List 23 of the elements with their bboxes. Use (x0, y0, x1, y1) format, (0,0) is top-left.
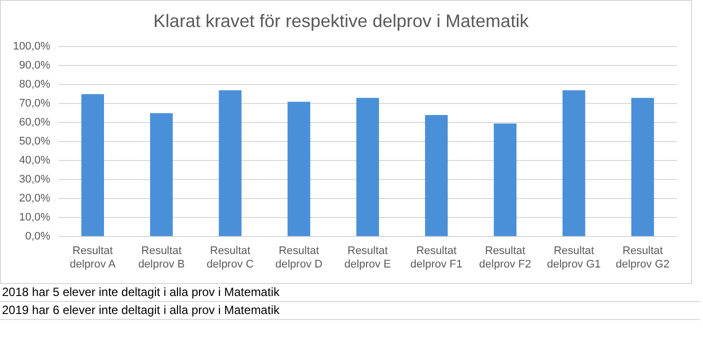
x-tick-label: Resultat delprov A (70, 245, 116, 270)
x-tick-label: Resultat delprov B (138, 245, 185, 270)
x-tick-label: Resultat delprov G1 (546, 245, 601, 270)
y-tick-label: 0,0% (25, 230, 51, 243)
y-tick-label: 90,0% (19, 60, 51, 72)
x-tick-label: Resultat delprov D (275, 245, 323, 270)
y-tick-label: 70,0% (19, 98, 51, 110)
x-tick-label: Resultat delprov E (344, 245, 391, 270)
y-tick-label: 20,0% (19, 192, 51, 205)
text: 2018 har 5 elever inte deltagit i alla prov i Matematik (0, 284, 700, 302)
y-tick-label: 60,0% (19, 116, 51, 129)
y-tick-label: 10,0% (19, 212, 51, 224)
text: 2019 har 6 elever inte deltagit i alla prov i Matematik (0, 302, 700, 320)
x-tick-label: Resultat delprov F1 (410, 245, 462, 270)
y-tick-label: 50,0% (19, 136, 51, 148)
x-tick-label: Resultat delprov F2 (479, 245, 532, 270)
x-tick-label: Resultat delprov G2 (616, 245, 670, 270)
x-tick-label: Resultat delprov C (206, 245, 254, 270)
y-tick-label: 80,0% (19, 78, 51, 91)
y-tick-label: 30,0% (19, 174, 51, 186)
chart-title: Klarat kravet för respektive delprov i Matematik (153, 10, 530, 31)
y-tick-label: 100,0% (12, 40, 51, 53)
y-tick-label: 40,0% (19, 154, 51, 167)
